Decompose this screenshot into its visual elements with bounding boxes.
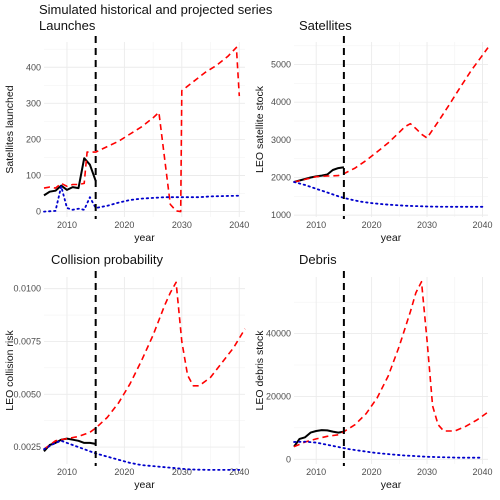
chart-panel-3: 2010 2020 2030 2040 0.0025 0.0050 0.0075 0.0100… xyxy=(4,252,249,491)
series-line-baseline xyxy=(293,440,484,459)
x-tick-label: 2030 xyxy=(417,467,437,477)
series-line-historical xyxy=(43,437,96,452)
x-tick-label: 2010 xyxy=(57,220,77,230)
series-line-baseline xyxy=(293,181,484,208)
chart-panel-4: 2010 2020 2030 2040 0 20000 40000 Debris year LEO… xyxy=(254,252,492,491)
y-axis-label: LEO satellite stock xyxy=(254,85,266,173)
x-tick-label: 2030 xyxy=(172,467,192,477)
panel-title: Launches xyxy=(39,18,96,33)
x-tick-label: 2040 xyxy=(472,220,492,230)
x-tick-label: 2020 xyxy=(362,467,382,477)
y-axis-label: LEO collision risk xyxy=(4,329,16,410)
y-tick-label: 5000 xyxy=(271,60,291,70)
y-tick-label: 0 xyxy=(36,207,41,217)
panel-title: Collision probability xyxy=(51,252,163,267)
figure-title: Simulated historical and projected serie… xyxy=(39,2,273,17)
x-axis-label: year xyxy=(134,479,155,491)
x-tick-label: 2010 xyxy=(306,220,326,230)
x-tick-label: 2020 xyxy=(114,220,134,230)
y-tick-label: 0.0050 xyxy=(13,389,41,399)
x-tick-label: 2020 xyxy=(114,467,134,477)
x-axis-label: year xyxy=(381,479,402,491)
y-tick-label: 100 xyxy=(26,171,41,181)
y-tick-label: 0.0025 xyxy=(13,442,41,452)
y-tick-label: 4000 xyxy=(271,97,291,107)
y-tick-label: 40000 xyxy=(266,329,291,339)
y-tick-label: 2000 xyxy=(271,172,291,182)
series-line-projected xyxy=(43,281,246,450)
series-line-baseline xyxy=(43,185,241,213)
y-tick-label: 0.0075 xyxy=(13,336,41,346)
series-line-projected xyxy=(43,46,241,213)
x-tick-label: 2020 xyxy=(362,220,382,230)
y-tick-label: 1000 xyxy=(271,210,291,220)
x-tick-label: 2030 xyxy=(417,220,437,230)
y-tick-label: 300 xyxy=(26,98,41,108)
chart-panel-2: 2010 2020 2030 2040 1000 2000 3000 4000 5000 Sate… xyxy=(254,18,492,244)
y-tick-label: 3000 xyxy=(271,135,291,145)
panel-title: Satellites xyxy=(299,18,352,33)
x-tick-label: 2040 xyxy=(229,467,249,477)
series-line-historical xyxy=(293,429,345,448)
series-line-historical xyxy=(293,166,345,183)
x-tick-label: 2010 xyxy=(57,467,77,477)
y-axis-label: Satellites launched xyxy=(4,85,16,173)
x-tick-label: 2030 xyxy=(172,220,192,230)
series-line-historical xyxy=(43,157,97,197)
x-tick-label: 2040 xyxy=(229,220,249,230)
panel-title: Debris xyxy=(299,252,337,267)
y-tick-label: 400 xyxy=(26,62,41,72)
series-line-projected xyxy=(293,47,489,183)
x-tick-label: 2040 xyxy=(472,467,492,477)
y-tick-label: 0 xyxy=(286,454,291,464)
x-tick-label: 2010 xyxy=(306,467,326,477)
x-axis-label: year xyxy=(381,232,402,244)
series-line-projected xyxy=(293,280,489,448)
series-line-baseline xyxy=(43,439,241,471)
chart-panel-1: 2010 2020 2030 2040 0 100 200 300 400 Launches yea… xyxy=(4,18,249,244)
x-axis-label: year xyxy=(134,232,155,244)
chart-panels: 2010 2020 2030 2040 0 100 200 300 400 Launches yea… xyxy=(4,18,492,491)
y-axis-label: LEO debris stock xyxy=(254,330,266,411)
y-tick-label: 0.0100 xyxy=(13,284,41,294)
y-tick-label: 20000 xyxy=(266,391,291,401)
y-tick-label: 200 xyxy=(26,134,41,144)
